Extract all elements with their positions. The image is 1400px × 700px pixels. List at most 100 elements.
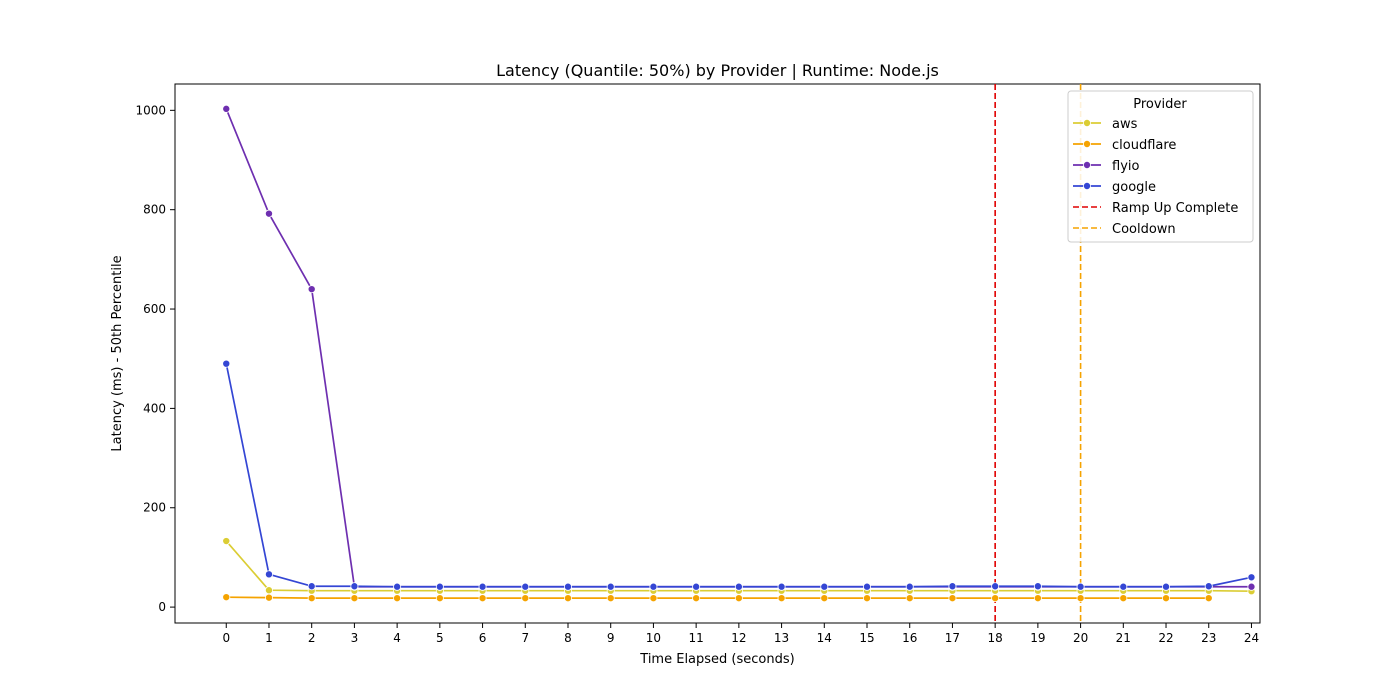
- data-point: [478, 582, 487, 591]
- data-point: [905, 582, 914, 591]
- data-point: [1076, 582, 1085, 591]
- data-point: [222, 359, 231, 368]
- data-point: [1247, 582, 1256, 591]
- x-tick-label: 17: [945, 631, 960, 645]
- x-tick-label: 5: [436, 631, 444, 645]
- data-point: [863, 582, 872, 591]
- data-point: [692, 582, 701, 591]
- data-point: [606, 582, 615, 591]
- legend-swatch-marker: [1083, 139, 1092, 148]
- data-point: [307, 594, 316, 603]
- legend-label: Ramp Up Complete: [1112, 201, 1238, 216]
- data-point: [521, 594, 530, 603]
- data-point: [1247, 573, 1256, 582]
- data-point: [350, 582, 359, 591]
- legend-label: Cooldown: [1112, 222, 1176, 237]
- x-tick-label: 13: [774, 631, 789, 645]
- data-point: [563, 582, 572, 591]
- x-tick-label: 21: [1116, 631, 1131, 645]
- data-point: [222, 104, 231, 113]
- x-tick-label: 2: [308, 631, 316, 645]
- chart-title: Latency (Quantile: 50%) by Provider | Ru…: [496, 61, 939, 80]
- data-point: [563, 594, 572, 603]
- x-tick-label: 16: [902, 631, 917, 645]
- y-tick-label: 200: [143, 501, 166, 515]
- x-tick-label: 11: [689, 631, 704, 645]
- data-point: [734, 582, 743, 591]
- legend-swatch-marker: [1083, 181, 1092, 190]
- x-tick-label: 22: [1158, 631, 1173, 645]
- data-point: [948, 594, 957, 603]
- x-tick-label: 20: [1073, 631, 1088, 645]
- data-point: [307, 285, 316, 294]
- x-tick-label: 14: [817, 631, 832, 645]
- data-point: [1162, 594, 1171, 603]
- legend-box: [1067, 90, 1254, 243]
- data-point: [1119, 582, 1128, 591]
- data-point: [948, 582, 957, 591]
- data-point: [264, 570, 273, 579]
- data-point: [393, 582, 402, 591]
- legend-label: aws: [1112, 117, 1138, 132]
- legend-label: flyio: [1112, 159, 1139, 174]
- legend-label: cloudflare: [1112, 138, 1176, 153]
- legend-swatch-marker: [1083, 119, 1092, 128]
- data-point: [991, 594, 1000, 603]
- y-tick-label: 600: [143, 302, 166, 316]
- series-cloudflare: [222, 593, 1213, 603]
- x-tick-label: 10: [646, 631, 661, 645]
- data-point: [820, 582, 829, 591]
- legend-swatch-marker: [1083, 160, 1092, 169]
- data-point: [435, 582, 444, 591]
- x-tick-label: 8: [564, 631, 572, 645]
- legend-item: google: [1073, 180, 1156, 195]
- data-point: [905, 594, 914, 603]
- data-point: [1204, 582, 1213, 591]
- data-point: [350, 594, 359, 603]
- legend-item: Ramp Up Complete: [1073, 201, 1238, 216]
- data-point: [1119, 594, 1128, 603]
- data-point: [307, 582, 316, 591]
- series-line: [225, 363, 1252, 588]
- legend-item: aws: [1073, 117, 1138, 132]
- x-tick-label: 7: [521, 631, 529, 645]
- data-point: [777, 594, 786, 603]
- data-point: [777, 582, 786, 591]
- x-tick-label: 9: [607, 631, 615, 645]
- data-point: [264, 586, 273, 595]
- series-google: [222, 359, 1256, 591]
- data-point: [478, 594, 487, 603]
- legend: Provider aws cloudflare flyio google Ramp Up…: [1067, 90, 1254, 243]
- x-tick-label: 15: [859, 631, 874, 645]
- plot-area: [174, 83, 1261, 624]
- y-axis: 0 200 400 600 800 1000: [135, 103, 175, 614]
- data-point: [692, 594, 701, 603]
- x-axis-label: Time Elapsed (seconds): [639, 652, 794, 667]
- data-point: [435, 594, 444, 603]
- data-point: [1076, 594, 1085, 603]
- legend-items: aws cloudflare flyio google Ramp Up Complete…: [1073, 117, 1238, 237]
- y-tick-label: 400: [143, 401, 166, 415]
- data-point: [222, 537, 231, 546]
- series-line: [226, 596, 1209, 600]
- x-tick-label: 4: [393, 631, 401, 645]
- y-axis-label: Latency (ms) - 50th Percentile: [110, 255, 125, 451]
- x-tick-label: 12: [731, 631, 746, 645]
- data-point: [606, 594, 615, 603]
- x-tick-label: 6: [479, 631, 487, 645]
- x-axis: 0 1 2 3 4 5 6 7 8 9 10 11 12 13 14 15 16 17 18 19 20 21 22 23 24: [222, 623, 1259, 645]
- legend-item: cloudflare: [1073, 138, 1176, 153]
- x-tick-label: 18: [988, 631, 1003, 645]
- plot-frame: [174, 83, 1261, 624]
- data-point: [1033, 582, 1042, 591]
- x-tick-label: 19: [1030, 631, 1045, 645]
- data-point: [863, 594, 872, 603]
- data-point: [1162, 582, 1171, 591]
- y-tick-label: 0: [158, 600, 166, 614]
- x-tick-label: 1: [265, 631, 273, 645]
- x-tick-label: 0: [222, 631, 230, 645]
- legend-label: google: [1112, 180, 1156, 195]
- x-tick-label: 3: [351, 631, 359, 645]
- y-tick-label: 1000: [135, 103, 166, 117]
